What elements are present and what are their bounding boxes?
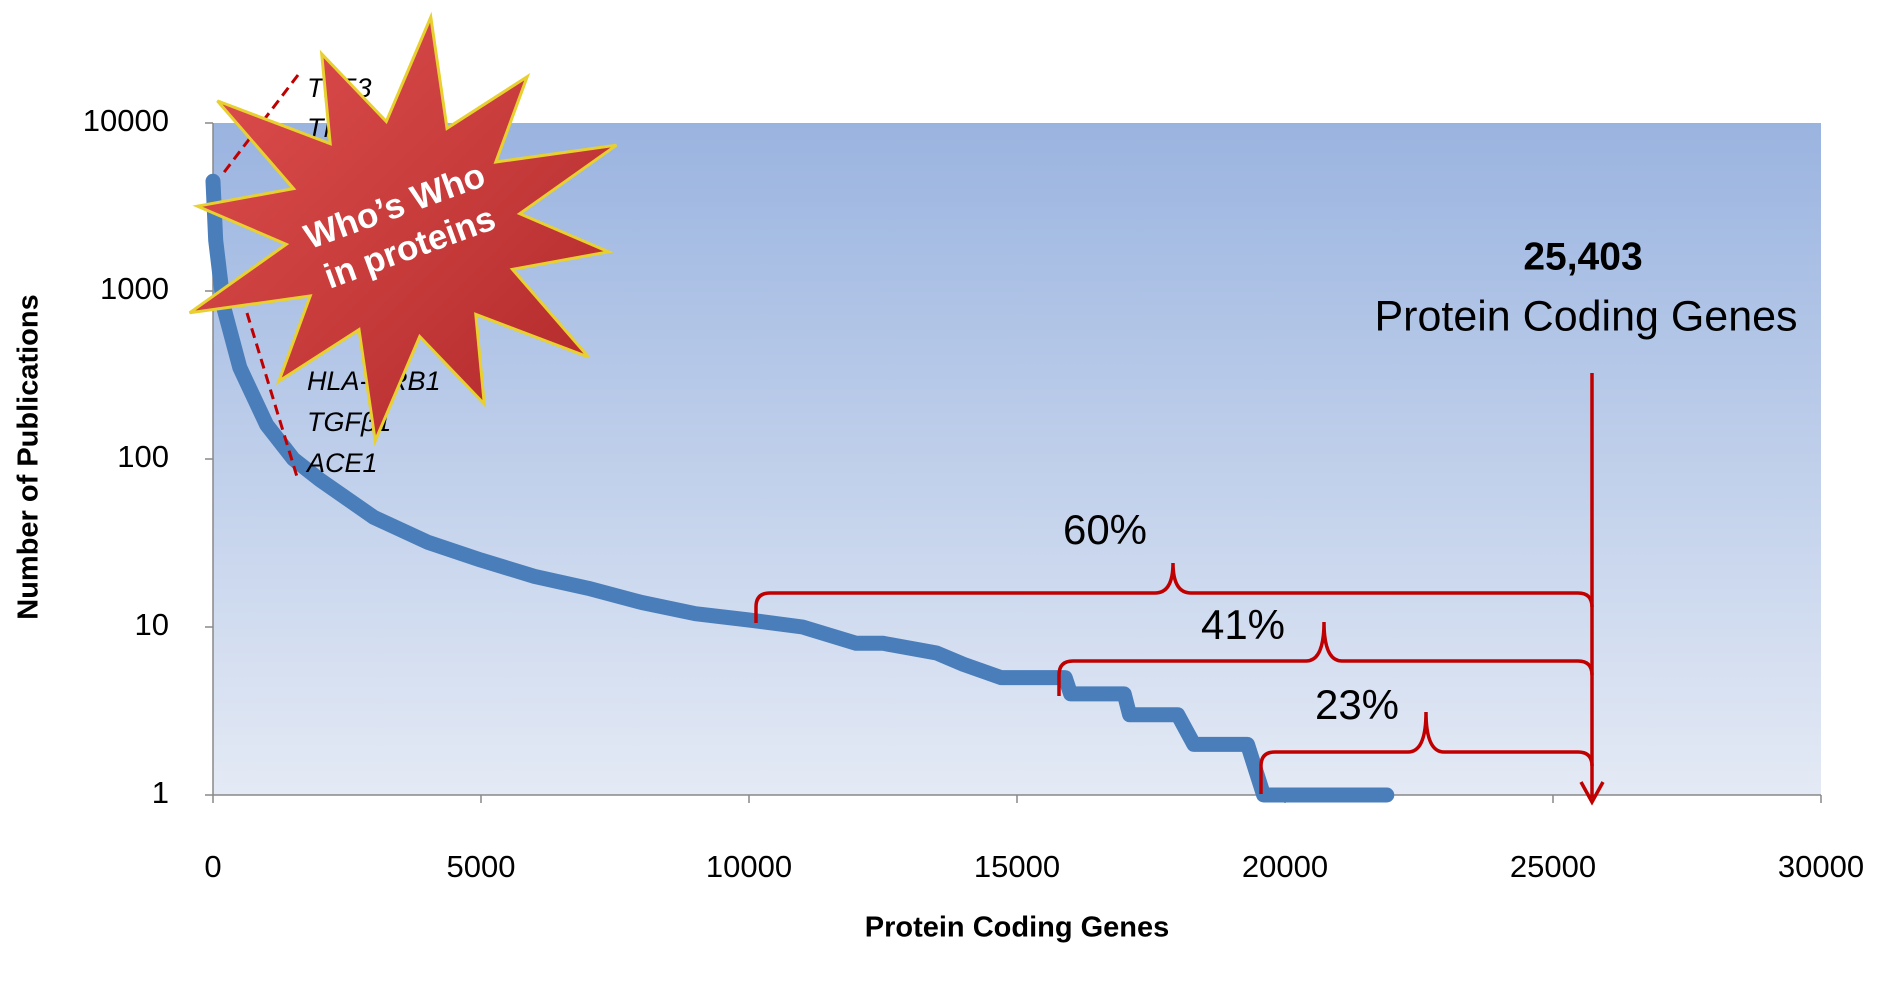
x-tick-label: 5000 [447,849,516,884]
x-tick-label: 20000 [1242,849,1328,884]
x-tick-label: 25000 [1510,849,1596,884]
y-tick-label: 100 [117,439,169,474]
total: 25,403 [1523,235,1642,278]
x-axis-title: Protein Coding Genes [865,912,1170,944]
page: {"chart_data": {"type": "line", "x_label… [0,0,1887,986]
x-tick-label: 0 [204,849,221,884]
y-tick-label: 1000 [100,271,169,306]
percentage-label: 23% [1315,681,1399,728]
gene-label: ACE1 [305,448,378,478]
y-tick-label: 10000 [83,103,169,138]
x-tick-label: 15000 [974,849,1060,884]
x-tick-label: 30000 [1778,849,1864,884]
percentage-label: 60% [1063,506,1147,553]
y-axis-title: Number of Publications [13,294,45,619]
chart: 1 10 100 1000 10000 0 5000 10000 15000 20000 25000… [0,0,1887,986]
total-label: Protein Coding Genes [1374,292,1797,340]
x-tick-label: 10000 [706,849,792,884]
percentage-label: 41% [1201,601,1285,648]
y-tick-label: 1 [152,775,169,810]
y-tick-label: 10 [135,607,169,642]
